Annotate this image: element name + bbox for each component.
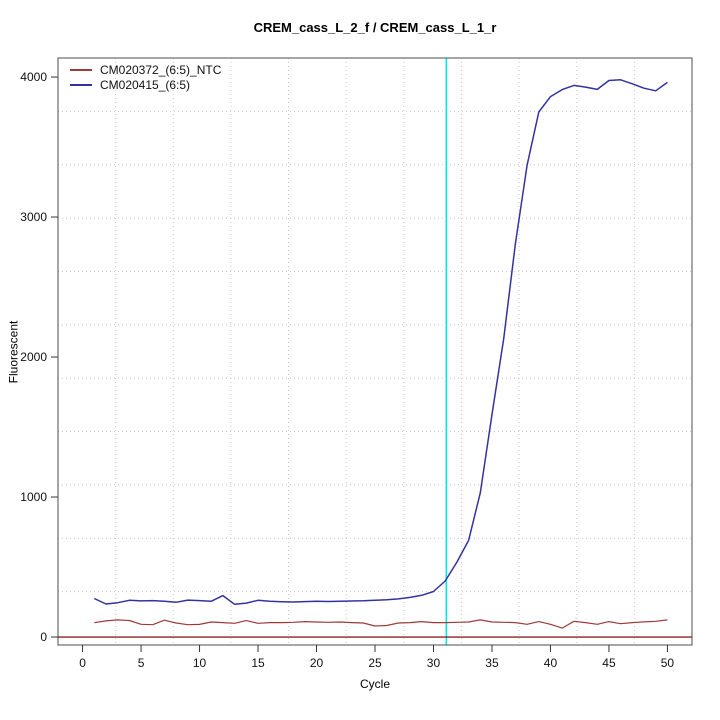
legend-label-sample: CM020415_(6:5)	[100, 77, 191, 92]
x-tick-label: 40	[544, 656, 558, 670]
x-tick-label: 5	[138, 656, 145, 670]
x-tick-label: 35	[485, 656, 499, 670]
legend-entry-sample: CM020415_(6:5)	[70, 77, 221, 92]
chart-title: CREM_cass_L_2_f / CREM_cass_L_1_r	[253, 20, 497, 35]
y-tick-label: 1000	[20, 490, 47, 504]
x-tick-label: 15	[251, 656, 265, 670]
y-tick-label: 2000	[20, 350, 47, 364]
y-tick-label: 3000	[20, 210, 47, 224]
x-axis-label: Cycle	[359, 677, 390, 691]
legend: CM020372_(6:5)_NTC CM020415_(6:5)	[70, 62, 221, 92]
x-tick-label: 20	[310, 656, 324, 670]
legend-swatch-line-ntc	[70, 68, 92, 71]
x-tick-label: 25	[368, 656, 382, 670]
x-tick-label: 0	[79, 656, 86, 670]
x-tick-label: 50	[661, 656, 675, 670]
x-tick-label: 10	[193, 656, 207, 670]
series-sample-line	[93, 79, 668, 606]
series-ntc-line	[94, 619, 668, 629]
legend-label-ntc: CM020372_(6:5)_NTC	[100, 62, 222, 77]
x-tick-label: 45	[602, 656, 616, 670]
plot-box	[57, 57, 693, 646]
x-tick-label: 30	[427, 656, 441, 670]
legend-swatch-line-sample	[70, 83, 92, 86]
y-tick-label: 0	[40, 630, 47, 644]
y-tick-label: 4000	[20, 70, 47, 84]
legend-entry-ntc: CM020372_(6:5)_NTC	[70, 62, 221, 77]
